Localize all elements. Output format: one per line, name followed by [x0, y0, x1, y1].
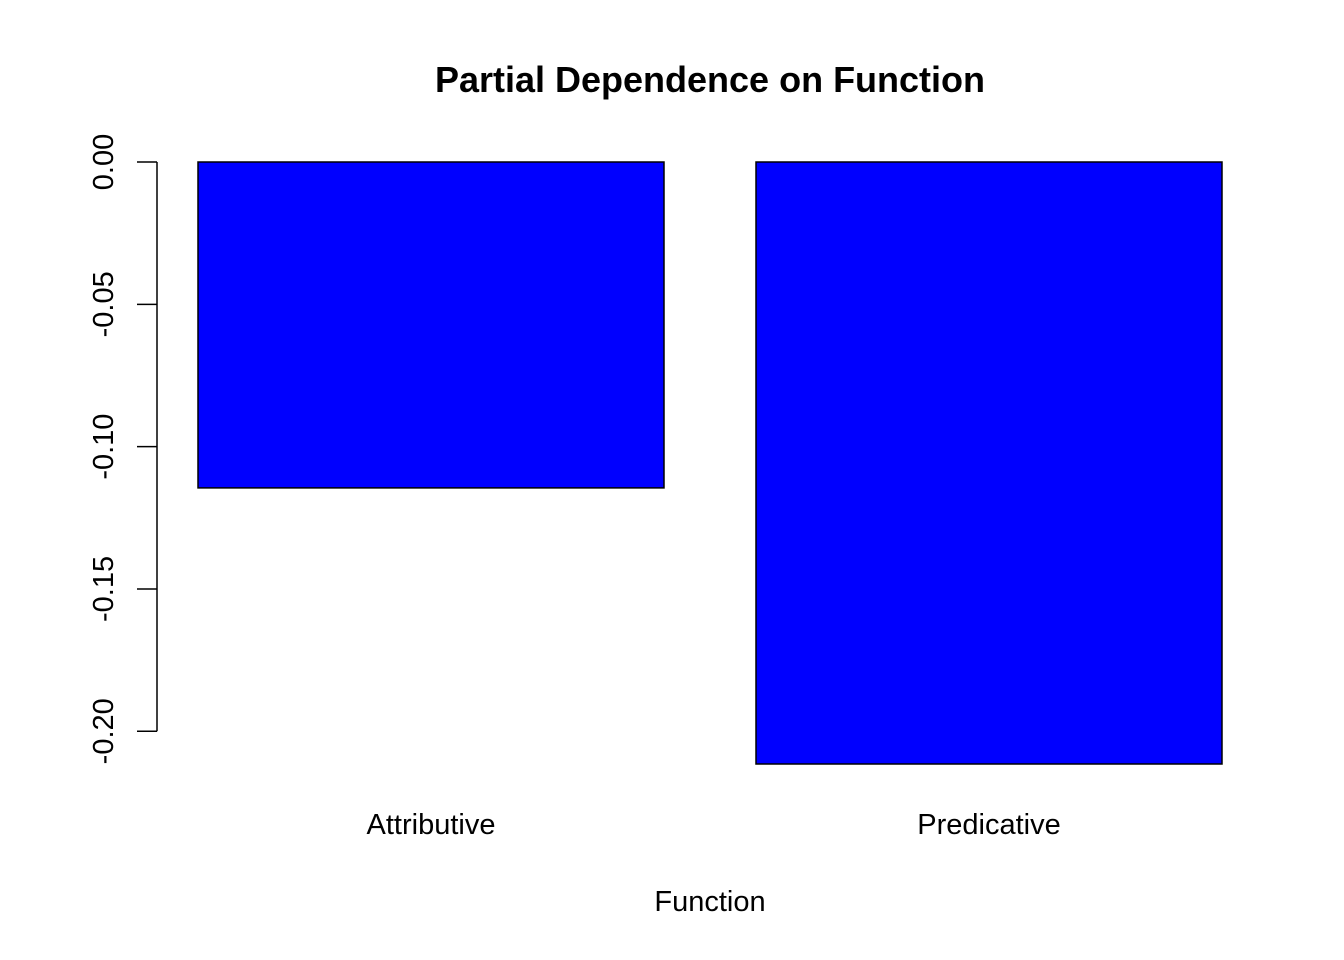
- bar-predicative: [755, 161, 1223, 765]
- y-tick-label: 0.00: [88, 134, 120, 190]
- x-tick-label-predicative: Predicative: [917, 809, 1060, 841]
- y-tick-label: -0.10: [88, 414, 120, 480]
- y-tick-label: -0.05: [88, 271, 120, 337]
- y-tick-label: -0.15: [88, 556, 120, 622]
- chart-title: Partial Dependence on Function: [435, 59, 985, 100]
- y-tick-label: -0.20: [88, 698, 120, 764]
- y-axis: 0.00 -0.05 -0.10 -0.15 -0.20: [88, 134, 158, 764]
- x-tick-labels: Attributive Predicative: [367, 809, 1061, 841]
- x-tick-label-attributive: Attributive: [367, 809, 496, 841]
- bar-attributive: [197, 161, 665, 489]
- x-axis-label: Function: [654, 886, 765, 918]
- bars: [197, 161, 1223, 765]
